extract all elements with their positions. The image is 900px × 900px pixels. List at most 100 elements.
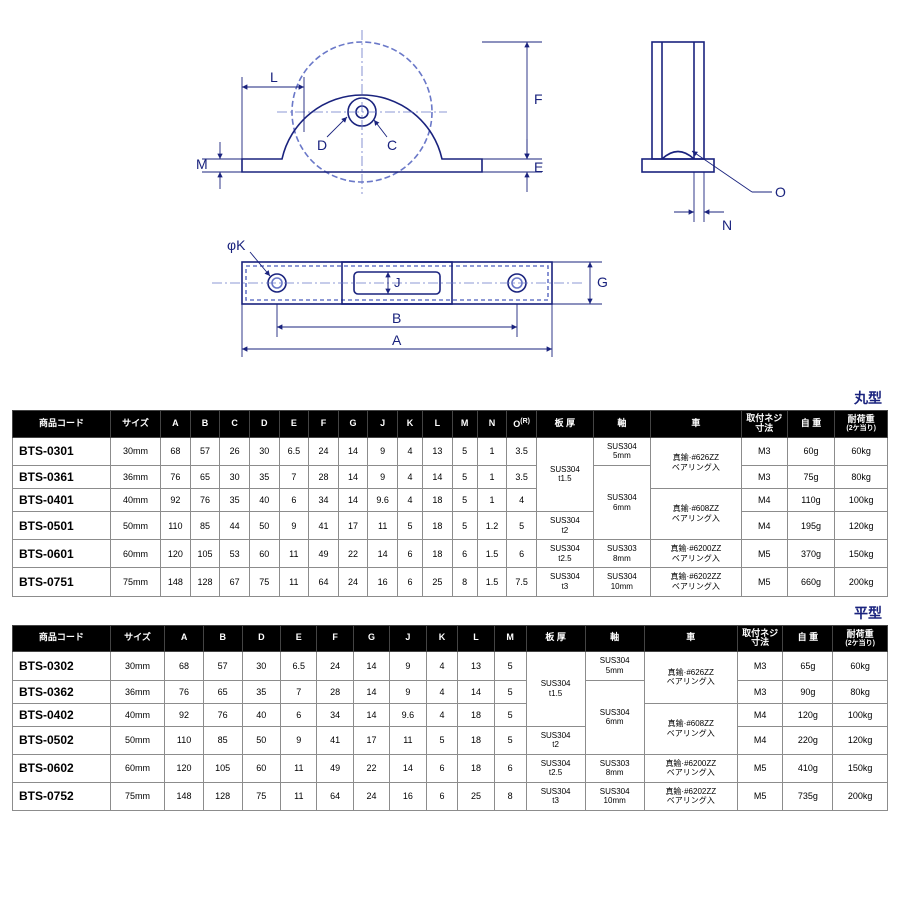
merged-cell: 真鍮·#6202ZZベアリング入	[644, 782, 737, 810]
cell-size: 50mm	[110, 511, 160, 539]
merged-cell: SUS3038mm	[585, 754, 644, 782]
merged-cell: SUS304t2.5	[526, 754, 585, 782]
cell-M: 5	[452, 488, 477, 511]
cell-B: 57	[203, 652, 242, 680]
technical-diagram: L M D C F E	[12, 12, 888, 382]
merged-cell: SUS30410mm	[585, 782, 644, 810]
cell-C: 35	[220, 488, 250, 511]
cell-D: 60	[242, 754, 281, 782]
cell-D: 30	[249, 437, 279, 465]
cell-C: 26	[220, 437, 250, 465]
cell-E: 6	[279, 488, 309, 511]
cell-screw: M3	[737, 652, 782, 680]
cell-screw: M4	[741, 488, 787, 511]
cell-load: 80kg	[833, 680, 888, 703]
cell-B: 76	[203, 703, 242, 726]
cell-load: 200kg	[833, 782, 888, 810]
cell-J: 11	[368, 511, 398, 539]
cell-F: 34	[309, 488, 339, 511]
cell-load: 150kg	[833, 754, 888, 782]
cell-E: 7	[279, 465, 309, 488]
cell-size: 60mm	[110, 540, 160, 568]
cell-M: 5	[452, 437, 477, 465]
col-header: 耐荷重(2ケ当り)	[835, 411, 888, 438]
cell-A: 68	[165, 652, 204, 680]
cell-E: 9	[281, 726, 317, 754]
col-header: A	[165, 625, 204, 652]
cell-J: 14	[390, 754, 426, 782]
col-header: J	[368, 411, 398, 438]
merged-cell: 真鍮·#608ZZベアリング入	[650, 488, 741, 539]
merged-cell: SUS304t3	[526, 782, 585, 810]
cell-K: 5	[426, 726, 458, 754]
cell-A: 76	[161, 465, 191, 488]
cell-M: 5	[494, 680, 526, 703]
merged-cell: SUS304t2	[536, 511, 593, 539]
cell-L: 13	[458, 652, 494, 680]
cell-D: 60	[249, 540, 279, 568]
col-header: 板 厚	[526, 625, 585, 652]
cell-J: 11	[390, 726, 426, 754]
table-row: BTS-040140mm92763540634149.6418514真鍮·#60…	[13, 488, 888, 511]
table-row: BTS-036236mm7665357281494145SUS3046mmM39…	[13, 680, 888, 703]
cell-screw: M3	[741, 437, 787, 465]
cell-size: 36mm	[110, 465, 160, 488]
col-header: M	[452, 411, 477, 438]
cell-M: 8	[494, 782, 526, 810]
cell-load: 200kg	[835, 568, 888, 596]
cell-weight: 75g	[787, 465, 835, 488]
cell-size: 30mm	[110, 652, 165, 680]
cell-A: 110	[161, 511, 191, 539]
table-row: BTS-030230mm6857306.5241494135SUS304t1.5…	[13, 652, 888, 680]
cell-F: 49	[317, 754, 353, 782]
cell-load: 100kg	[833, 703, 888, 726]
cell-weight: 220g	[783, 726, 833, 754]
svg-text:A: A	[392, 332, 402, 348]
col-header: C	[220, 411, 250, 438]
cell-L: 25	[423, 568, 453, 596]
cell-A: 120	[161, 540, 191, 568]
svg-text:C: C	[387, 137, 397, 153]
col-header: 耐荷重(2ケ当り)	[833, 625, 888, 652]
cell-N: 1.5	[477, 568, 507, 596]
cell-B: 85	[190, 511, 220, 539]
cell-A: 120	[165, 754, 204, 782]
col-header: サイズ	[110, 625, 165, 652]
cell-B: 57	[190, 437, 220, 465]
cell-K: 6	[397, 540, 422, 568]
col-header: 板 厚	[536, 411, 593, 438]
cell-E: 6.5	[281, 652, 317, 680]
cell-L: 25	[458, 782, 494, 810]
merged-cell: SUS3038mm	[593, 540, 650, 568]
cell-G: 14	[353, 652, 389, 680]
cell-screw: M3	[737, 680, 782, 703]
table-row: BTS-050250mm110855094117115185SUS304t2M4…	[13, 726, 888, 754]
merged-cell: SUS3045mm	[585, 652, 644, 680]
cell-B: 85	[203, 726, 242, 754]
cell-B: 128	[203, 782, 242, 810]
cell-D: 30	[242, 652, 281, 680]
cell-L: 14	[423, 465, 453, 488]
cell-load: 120kg	[833, 726, 888, 754]
merged-cell: SUS304t2.5	[536, 540, 593, 568]
col-header: B	[190, 411, 220, 438]
cell-L: 18	[423, 540, 453, 568]
table-row: BTS-060260mm12010560114922146186SUS304t2…	[13, 754, 888, 782]
col-header: N	[477, 411, 507, 438]
table-row: BTS-075275mm14812875116424166258SUS304t3…	[13, 782, 888, 810]
cell-D: 35	[249, 465, 279, 488]
col-header: E	[279, 411, 309, 438]
col-header: 商品コード	[13, 625, 111, 652]
cell-F: 28	[309, 465, 339, 488]
cell-O: 3.5	[507, 465, 537, 488]
merged-cell: SUS304t3	[536, 568, 593, 596]
merged-cell: 真鍮·#6202ZZベアリング入	[650, 568, 741, 596]
cell-load: 150kg	[835, 540, 888, 568]
cell-L: 18	[458, 703, 494, 726]
cell-K: 5	[397, 511, 422, 539]
cell-C: 67	[220, 568, 250, 596]
cell-weight: 195g	[787, 511, 835, 539]
cell-D: 50	[249, 511, 279, 539]
col-header: K	[426, 625, 458, 652]
cell-N: 1.2	[477, 511, 507, 539]
